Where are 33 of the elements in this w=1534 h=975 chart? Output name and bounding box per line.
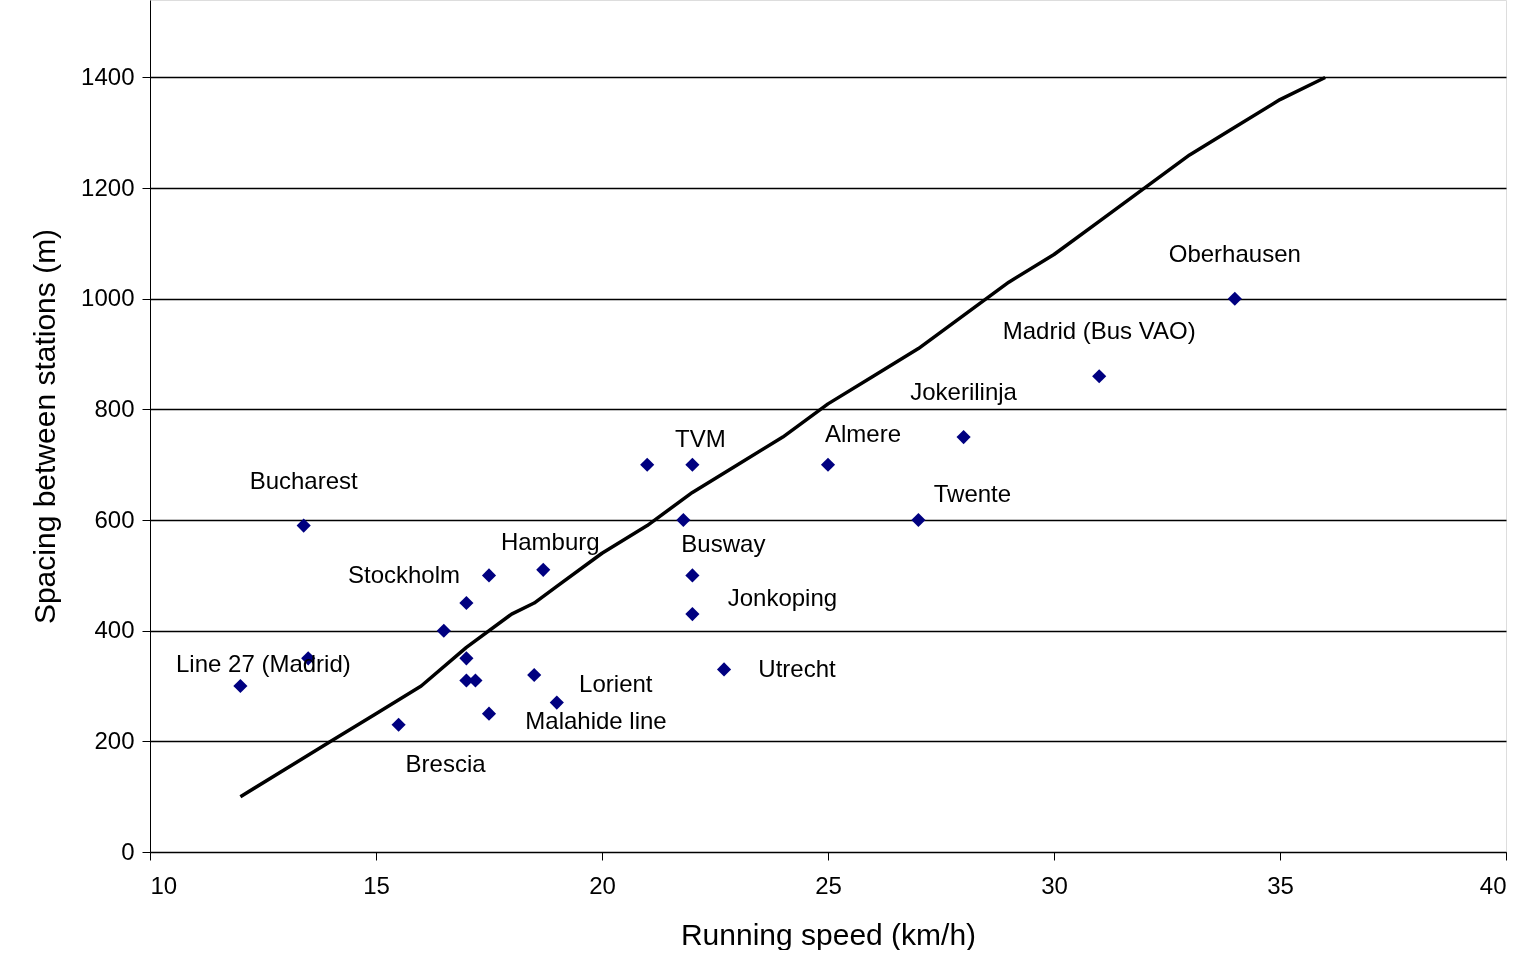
annotation: Oberhausen [1168,239,1301,267]
annotation: Busway [681,530,766,558]
x-tick-label: 15 [363,871,390,899]
annotation: Stockholm [347,561,461,589]
annotation: Malahide line [525,706,667,734]
y-tick-label: 200 [94,726,135,754]
x-axis-title: Running speed (km/h) [680,917,977,951]
annotation: Brescia [405,749,487,777]
annotation: Almere [824,419,902,447]
x-tick-label: 35 [1267,871,1294,899]
annotation: Lorient [579,669,653,697]
x-tick-label: 10 [150,871,178,899]
y-tick-label: 400 [94,616,135,644]
annotation: Utrecht [758,655,837,683]
y-tick-label: 800 [94,394,135,422]
y-axis-title: Spacing between stations (m) [28,228,62,625]
y-tick-label: 1400 [81,62,135,90]
annotation: Hamburg [500,527,600,555]
annotation: TVM [675,424,726,452]
y-tick-label: 1200 [81,173,135,201]
x-tick-label: 30 [1041,871,1068,899]
annotation: Jokerilinja [910,378,1018,406]
y-tick-label: 1000 [81,284,135,312]
x-tick-label: 25 [815,871,842,899]
y-tick-label: 0 [121,837,135,865]
annotation: Madrid (Bus VAO) [1002,317,1196,345]
x-tick-label: 40 [1479,871,1507,899]
annotation: Line 27 (Madrid) [176,650,351,678]
annotation: Bucharest [249,466,359,494]
annotation: Jonkoping [727,584,838,612]
x-tick-label: 20 [589,871,616,899]
y-tick-label: 600 [94,505,135,533]
annotation: Twente [933,480,1012,508]
